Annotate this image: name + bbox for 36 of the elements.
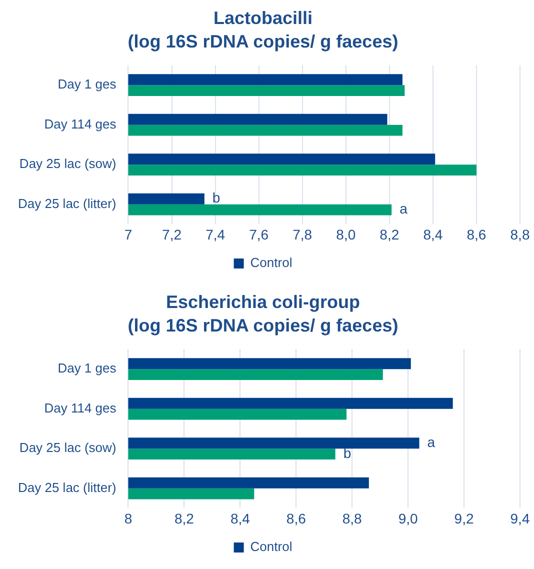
x-tick-label: 8,8 [510,226,530,242]
chart-subtitle: (log 16S rDNA copies/ g faeces) [128,31,398,52]
annotation: a [400,200,408,217]
y-tick-label: Day 114 ges [44,400,117,416]
y-tick-label: Day 114 ges [44,116,117,132]
x-tick-label: 8,0 [336,226,356,242]
x-tick-label: 8,2 [174,510,194,526]
x-tick-label: 8,8 [342,510,362,526]
x-tick-label: 7,8 [292,226,312,242]
x-tick-label: 7 [124,226,132,242]
y-tick-label: Day 1 ges [58,360,117,376]
x-tick-label: 8,4 [423,226,443,242]
legend-label: Control [250,539,292,554]
chart-title: Escherichia coli-group [166,292,360,312]
annotation: a [427,434,436,450]
legend-label: Control [250,255,292,270]
annotation: b [343,444,352,461]
chart-title: Lactobacilli [213,8,313,28]
x-tick-label: 7,4 [206,226,226,242]
x-tick-label: 9,4 [510,510,530,526]
annotation: b [212,190,220,206]
y-tick-label: Day 25 lac (sow) [19,156,116,172]
x-tick-label: 8,2 [380,226,400,242]
x-tick-label: 7,2 [162,226,182,242]
y-tick-label: Day 25 lac (litter) [18,196,116,211]
y-tick-label: Day 25 lac (sow) [19,440,116,456]
x-tick-label: 8,4 [230,510,250,526]
x-tick-label: 9,0 [398,510,418,526]
y-tick-label: Day 1 ges [58,76,117,92]
chart-subtitle: (log 16S rDNA copies/ g faeces) [128,315,398,336]
x-tick-label: 8,6 [286,510,306,526]
x-tick-label: 7,6 [249,226,269,242]
x-tick-label: 9,2 [454,510,474,526]
x-tick-label: 8 [124,510,132,526]
y-tick-label: Day 25 lac (litter) [18,480,116,495]
x-tick-label: 8,6 [466,226,486,242]
